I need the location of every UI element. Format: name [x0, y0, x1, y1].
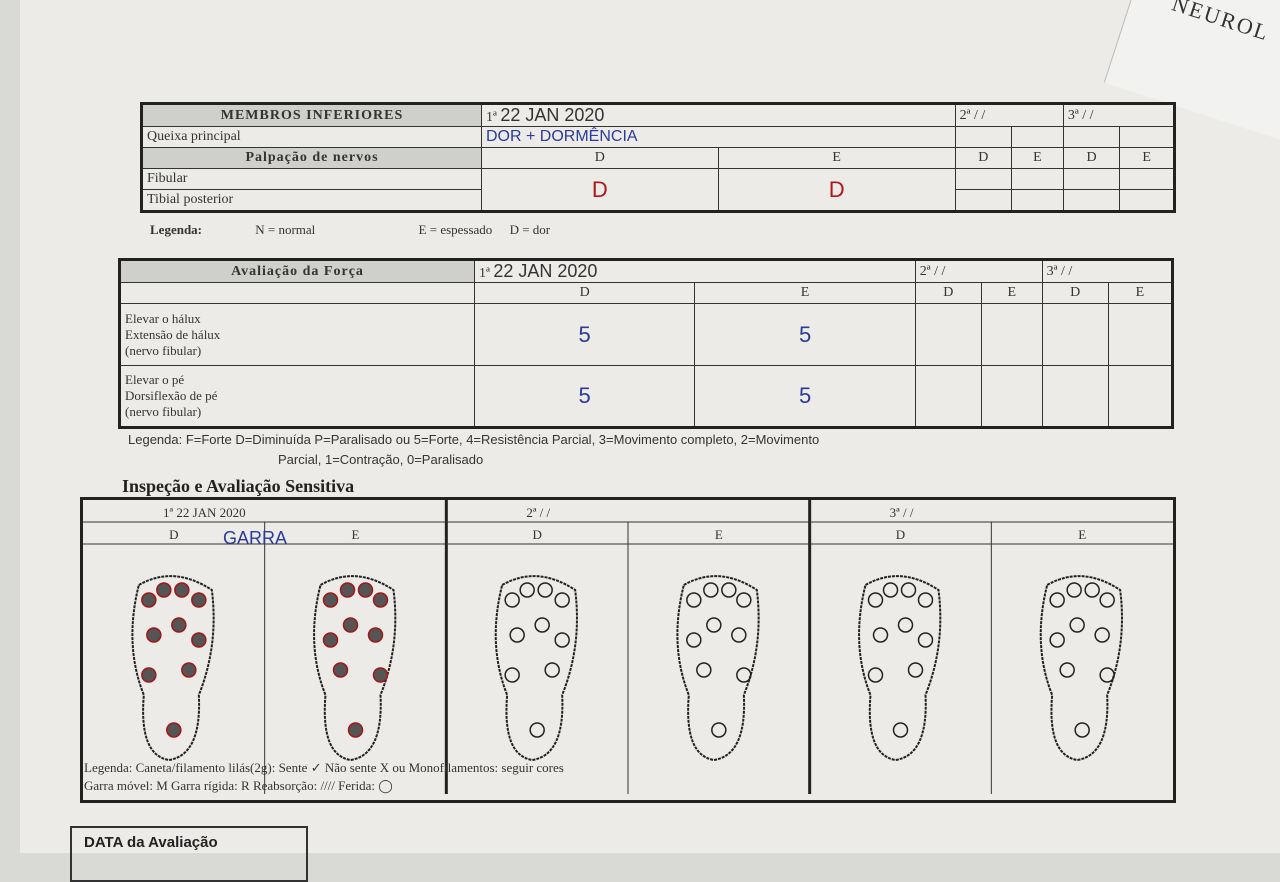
sensitivity-point	[529, 722, 545, 738]
sensitivity-point	[1049, 632, 1065, 648]
sensitivity-point	[900, 582, 917, 598]
sensitivity-point	[686, 592, 702, 608]
avaliacao-forca-table: Avaliação da Força 1ª 22 JAN 2020 2ª / /…	[118, 258, 1174, 429]
sensitivity-point	[519, 582, 535, 598]
sensitivity-point	[554, 592, 570, 608]
foot-outline	[494, 575, 578, 762]
foot-outline	[858, 575, 942, 762]
sensitivity-point	[322, 632, 339, 648]
sensitivity-point	[721, 582, 737, 598]
data-avaliacao-label: DATA da Avaliação	[70, 826, 308, 882]
sensitivity-point	[171, 617, 187, 633]
sensitivity-point	[504, 592, 520, 608]
sensitivity-point	[696, 662, 712, 678]
sensitivity-point	[1069, 617, 1085, 633]
sensitivity-point	[537, 582, 553, 598]
sensitivity-point	[342, 617, 359, 633]
sensitivity-point	[711, 722, 727, 738]
sensitivity-point	[1066, 582, 1082, 598]
eval-number: 2ª / /	[526, 505, 550, 520]
sensitivity-point	[1049, 592, 1065, 608]
section-title: Inspeção e Avaliação Sensitiva	[122, 476, 355, 496]
sensitivity-point	[191, 592, 207, 608]
feet-diagrams: 1ª 22 JAN 2020 D E 2ª / / D E 3ª / / D E GARRA	[83, 500, 1173, 794]
sensitivity-point	[686, 632, 702, 648]
sensitivity-point	[372, 592, 389, 608]
sensitivity-point	[554, 632, 570, 648]
sensitivity-point	[347, 722, 364, 738]
sensitivity-point	[892, 722, 909, 738]
sensitivity-feet-table: 1ª 22 JAN 2020 D E 2ª / / D E 3ª / / D E GARRA	[80, 497, 1176, 803]
handwritten-note: GARRA	[223, 528, 287, 548]
sensitivity-point	[867, 592, 884, 608]
side-label-e: E	[352, 527, 360, 542]
sensitivity-point	[736, 592, 752, 608]
side-label-d: D	[896, 527, 905, 542]
sensitivity-point	[917, 592, 934, 608]
sensitivity-point	[1099, 592, 1115, 608]
sensitivity-point	[534, 617, 550, 633]
sensitivity-point	[191, 632, 207, 648]
sensitivity-point	[141, 667, 157, 683]
sensitivity-point	[504, 667, 520, 683]
eval-number: 3ª / /	[890, 505, 914, 520]
sensitivity-point	[544, 662, 560, 678]
side-label-e: E	[715, 527, 723, 542]
sensitivity-point	[181, 662, 197, 678]
sensitivity-point	[867, 667, 884, 683]
sensitivity-point	[322, 592, 339, 608]
sensitivity-point	[731, 627, 747, 643]
sensitivity-point	[156, 582, 172, 598]
sensitivity-point	[146, 627, 162, 643]
sensitivity-point	[141, 592, 157, 608]
sensitivity-point	[872, 627, 889, 643]
side-label-d: D	[169, 527, 178, 542]
sensitivity-point	[897, 617, 914, 633]
sensitivity-point	[1099, 667, 1115, 683]
sensitivity-point	[907, 662, 924, 678]
sensitivity-point	[339, 582, 356, 598]
side-label-e: E	[1078, 527, 1086, 542]
sensitivity-point	[706, 617, 722, 633]
eval-number: 1ª 22 JAN 2020	[163, 505, 246, 520]
sensitivity-point	[882, 582, 899, 598]
sensitivity-point	[1059, 662, 1075, 678]
sensitivity-point	[509, 627, 525, 643]
sensitivity-point	[166, 722, 182, 738]
sensitivity-point	[372, 667, 389, 683]
sensitivity-point	[1084, 582, 1100, 598]
sensitivity-point	[332, 662, 349, 678]
sensitivity-point	[1094, 627, 1110, 643]
side-label-d: D	[532, 527, 541, 542]
membros-inferiores-table: MEMBROS INFERIORES 1ª 22 JAN 2020 2ª / /…	[140, 102, 1176, 213]
sensitivity-point	[736, 667, 752, 683]
sensitivity-point	[357, 582, 374, 598]
sensitivity-point	[917, 632, 934, 648]
sensitivity-point	[174, 582, 190, 598]
sensitivity-point	[703, 582, 719, 598]
sensitivity-point	[1074, 722, 1090, 738]
sensitivity-point	[367, 627, 384, 643]
